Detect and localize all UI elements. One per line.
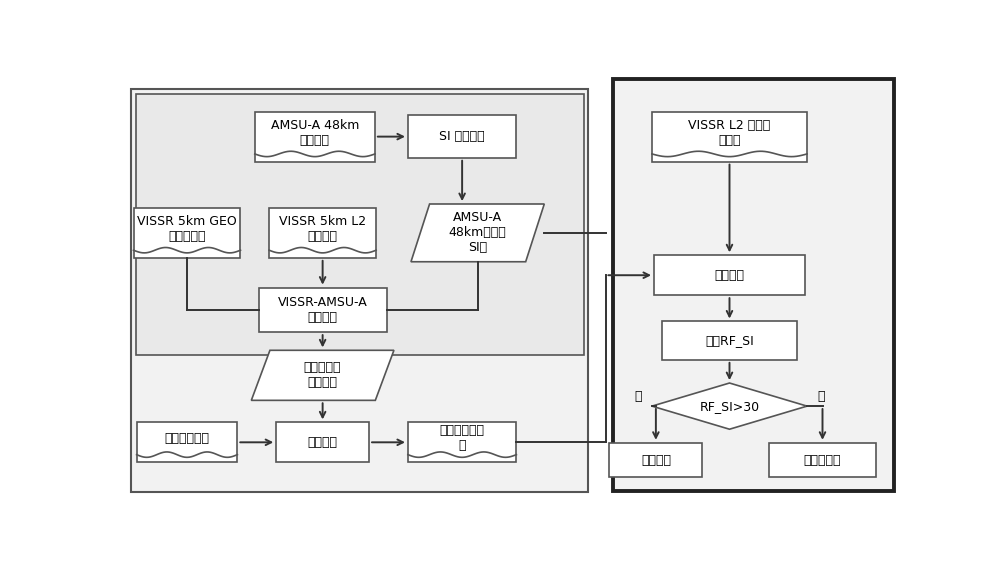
Text: VISSR 5km L2
级云产品: VISSR 5km L2 级云产品 bbox=[279, 215, 366, 243]
Polygon shape bbox=[411, 204, 544, 262]
FancyBboxPatch shape bbox=[652, 112, 807, 162]
Text: 模型训练: 模型训练 bbox=[308, 436, 338, 449]
FancyBboxPatch shape bbox=[134, 208, 240, 258]
Text: 生成训练集
和测试集: 生成训练集 和测试集 bbox=[304, 361, 341, 389]
FancyBboxPatch shape bbox=[769, 443, 876, 477]
FancyBboxPatch shape bbox=[276, 422, 369, 462]
Text: 模型预测: 模型预测 bbox=[714, 269, 744, 282]
FancyBboxPatch shape bbox=[136, 94, 584, 355]
FancyBboxPatch shape bbox=[255, 112, 375, 162]
Text: VISSR 5km GEO
地理数据集: VISSR 5km GEO 地理数据集 bbox=[137, 215, 237, 243]
FancyBboxPatch shape bbox=[662, 321, 797, 360]
Text: AMSU-A 48km
亮温数据: AMSU-A 48km 亮温数据 bbox=[271, 119, 359, 147]
FancyBboxPatch shape bbox=[613, 79, 894, 491]
Text: 是: 是 bbox=[634, 390, 642, 403]
FancyBboxPatch shape bbox=[137, 422, 237, 462]
Text: 发生降水: 发生降水 bbox=[641, 453, 671, 467]
Text: 得到RF_SI: 得到RF_SI bbox=[705, 334, 754, 347]
Text: VISSR L2 云产品
验证集: VISSR L2 云产品 验证集 bbox=[688, 119, 771, 147]
FancyBboxPatch shape bbox=[259, 288, 387, 332]
Text: RF_SI>30: RF_SI>30 bbox=[699, 399, 760, 413]
Text: SI 指数算法: SI 指数算法 bbox=[439, 130, 485, 143]
Text: 随机森林算法: 随机森林算法 bbox=[164, 432, 210, 445]
Text: 训练完毕的模
型: 训练完毕的模 型 bbox=[440, 425, 485, 453]
FancyBboxPatch shape bbox=[269, 208, 376, 258]
FancyBboxPatch shape bbox=[408, 422, 516, 462]
Polygon shape bbox=[652, 383, 807, 429]
FancyBboxPatch shape bbox=[408, 116, 516, 158]
Text: 不发生降水: 不发生降水 bbox=[804, 453, 841, 467]
Text: AMSU-A
48km分辨率
SI值: AMSU-A 48km分辨率 SI值 bbox=[449, 211, 507, 254]
Text: VISSR-AMSU-A
匹配处理: VISSR-AMSU-A 匹配处理 bbox=[278, 296, 368, 324]
FancyBboxPatch shape bbox=[609, 443, 702, 477]
FancyBboxPatch shape bbox=[654, 255, 805, 295]
Text: 否: 否 bbox=[817, 390, 825, 403]
FancyBboxPatch shape bbox=[131, 89, 588, 493]
Polygon shape bbox=[251, 350, 394, 401]
